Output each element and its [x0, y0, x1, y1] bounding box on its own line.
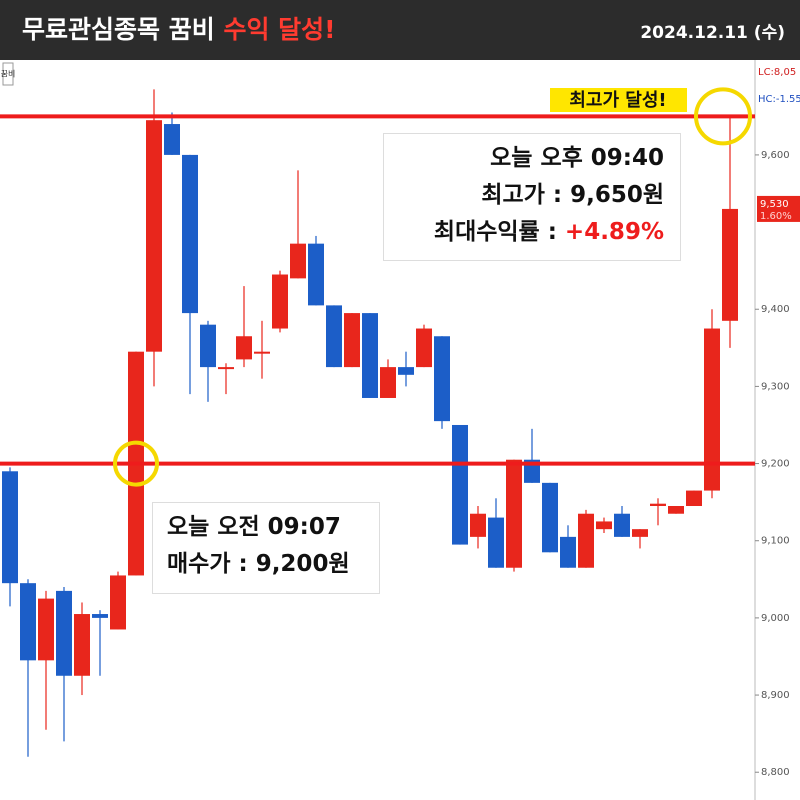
- candle-body: [398, 367, 414, 375]
- candle-body: [182, 154, 198, 314]
- candle-body: [56, 590, 72, 676]
- title-text: 무료관심종목 꿈비: [22, 15, 215, 44]
- candle-body: [164, 124, 180, 155]
- sell-return: 최대수익률 : +4.89%: [384, 214, 664, 251]
- title-highlight: 수익 달성!: [223, 15, 335, 44]
- candle-body: [92, 614, 108, 618]
- y-tick-label: 9,200: [761, 459, 790, 470]
- y-tick-label: 9,100: [761, 536, 790, 547]
- candle-body: [434, 336, 450, 422]
- header-bar: [0, 0, 800, 60]
- candle-body: [308, 243, 324, 306]
- highlight-circle: [694, 87, 752, 146]
- peak-tag: 최고가 달성!: [569, 90, 666, 111]
- y-tick-label: 9,600: [761, 150, 790, 161]
- candle-body: [326, 305, 342, 368]
- tag-text: 꿈비: [1, 70, 16, 79]
- candle-body: [488, 517, 504, 568]
- candle-body: [668, 506, 684, 514]
- hc-label: HC:-1.55: [758, 94, 800, 105]
- candle-body: [704, 328, 720, 491]
- y-tick-label: 8,800: [761, 767, 790, 778]
- sell-time: 오늘 오후 09:40: [490, 145, 664, 171]
- candle-body: [416, 328, 432, 368]
- peak-tag-bg: [550, 88, 687, 112]
- last-price-label: 9,530: [760, 199, 789, 210]
- candle-body: [290, 243, 306, 279]
- candle-body: [452, 424, 468, 545]
- candle-body: [632, 529, 648, 537]
- candle-body: [254, 351, 270, 354]
- candle-body: [650, 503, 666, 507]
- return-label: 최대수익률 :: [433, 219, 565, 245]
- header-date: 2024.12.11 (수): [640, 23, 785, 43]
- candle-body: [596, 521, 612, 530]
- highlight-circle: [113, 440, 159, 487]
- candle-body: [362, 313, 378, 398]
- last-change-label: 1.60%: [760, 211, 792, 222]
- candle-body: [470, 513, 486, 537]
- candle-body: [38, 598, 54, 661]
- candle-body: [542, 482, 558, 553]
- tag-box: [2, 62, 14, 86]
- candle-body: [344, 313, 360, 368]
- candle-body: [146, 120, 162, 352]
- header-title: 무료관심종목 꿈비 수익 달성!: [22, 15, 336, 44]
- sell-price: 최고가 : 9,650원: [481, 182, 664, 208]
- candle-body: [578, 513, 594, 568]
- candle-body: [686, 490, 702, 507]
- buy-time: 오늘 오전 09:07: [167, 514, 341, 540]
- candle-body: [506, 459, 522, 568]
- candle-body: [560, 536, 576, 568]
- last-price-box: [757, 195, 800, 222]
- candle-body: [380, 367, 396, 398]
- candle-body: [614, 513, 630, 537]
- candle-body: [2, 471, 18, 584]
- candle-body: [74, 614, 90, 676]
- y-tick-label: 9,400: [761, 304, 790, 315]
- candle-body: [722, 208, 738, 321]
- candle-body: [236, 336, 252, 360]
- y-tick-label: 9,300: [761, 381, 790, 392]
- candle-body: [272, 274, 288, 329]
- candle-body: [110, 575, 126, 630]
- y-tick-label: 9,000: [761, 613, 790, 624]
- buy-price: 매수가 : 9,200원: [167, 551, 350, 577]
- y-tick-label: 8,900: [761, 690, 790, 701]
- buy-box: 오늘 오전 09:07 매수가 : 9,200원: [152, 502, 380, 594]
- sell-box: 오늘 오후 09:40 최고가 : 9,650원 최대수익률 : +4.89%: [383, 133, 681, 261]
- candle-body: [200, 324, 216, 368]
- return-value: +4.89%: [564, 219, 664, 245]
- candle-body: [218, 367, 234, 370]
- lc-label: LC:8,05: [758, 67, 796, 78]
- candle-body: [20, 583, 36, 661]
